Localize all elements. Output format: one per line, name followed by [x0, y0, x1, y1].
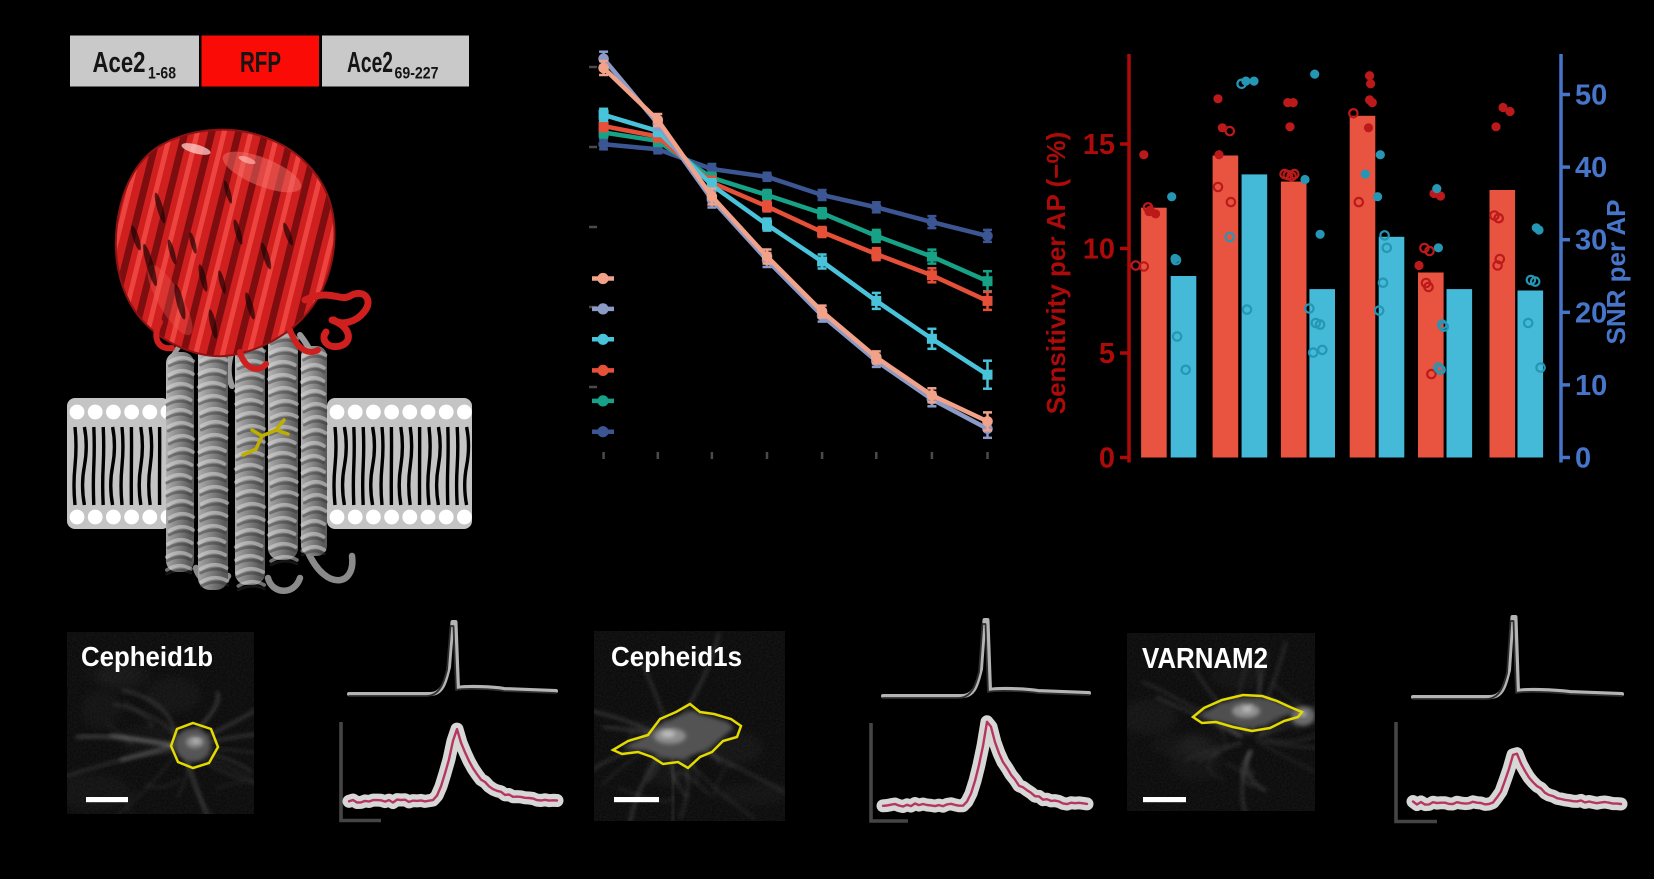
svg-text:50: 50	[1575, 80, 1607, 112]
svg-text:69-227: 69-227	[395, 64, 439, 83]
svg-text:40: 40	[1575, 152, 1607, 184]
svg-text:0: 0	[1099, 443, 1115, 475]
svg-text:10: 10	[1575, 370, 1607, 402]
svg-text:Cepheid1s: Cepheid1s	[611, 641, 742, 672]
svg-text:VARNAM2: VARNAM2	[1142, 643, 1268, 675]
svg-text:20: 20	[1575, 297, 1607, 329]
svg-text:5: 5	[1099, 338, 1115, 370]
svg-text:Ace2: Ace2	[93, 47, 146, 79]
svg-text:Ace2: Ace2	[347, 47, 393, 79]
svg-text:Cepheid1b: Cepheid1b	[81, 641, 213, 672]
svg-text:Sensitivity per AP (−%): Sensitivity per AP (−%)	[1041, 132, 1071, 414]
svg-text:1-68: 1-68	[148, 64, 176, 83]
svg-text:10: 10	[1083, 234, 1115, 266]
svg-text:15: 15	[1083, 129, 1115, 161]
svg-text:0: 0	[1575, 443, 1591, 475]
svg-text:RFP: RFP	[240, 47, 281, 79]
svg-text:SNR per AP: SNR per AP	[1601, 200, 1631, 345]
svg-text:30: 30	[1575, 225, 1607, 257]
